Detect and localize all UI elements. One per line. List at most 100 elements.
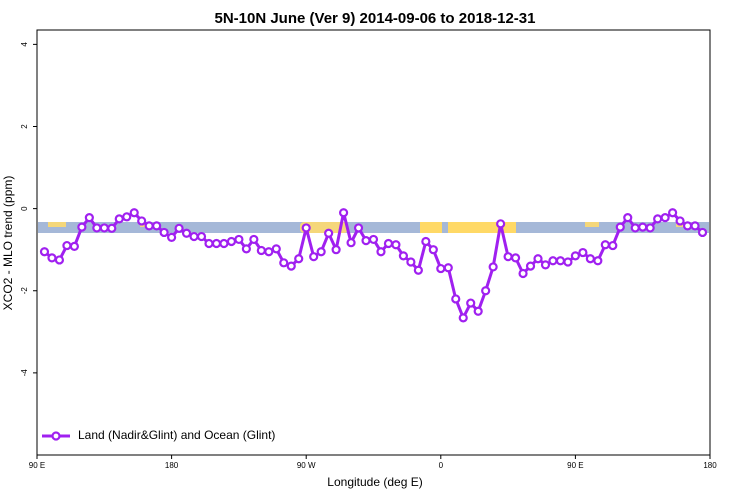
data-point: [99, 223, 109, 233]
data-point: [690, 221, 700, 231]
x-tick-label: 90 W: [297, 461, 316, 470]
data-point: [510, 253, 521, 263]
legend-label: Land (Nadir&Glint) and Ocean (Glint): [78, 428, 275, 442]
data-point: [406, 257, 416, 267]
data-point: [316, 247, 326, 257]
data-point: [615, 222, 625, 232]
data-point: [84, 213, 94, 223]
data-point: [181, 228, 192, 238]
data-point: [249, 234, 259, 245]
data-point: [413, 265, 423, 275]
y-tick-label: 0: [20, 206, 29, 211]
data-point: [638, 222, 648, 232]
data-point: [346, 238, 356, 248]
data-point: [391, 240, 401, 250]
data-point: [331, 245, 341, 255]
data-point: [675, 216, 685, 226]
data-point: [466, 298, 476, 308]
data-point: [226, 236, 237, 247]
data-point: [630, 223, 640, 233]
data-point: [421, 236, 431, 247]
data-point: [525, 261, 536, 271]
data-point: [645, 223, 655, 233]
data-point: [309, 252, 319, 262]
data-point: [548, 256, 558, 266]
y-tick-label: 4: [20, 42, 29, 47]
data-point: [137, 216, 147, 226]
data-point: [496, 219, 506, 229]
data-point: [383, 238, 394, 249]
data-point: [593, 256, 603, 266]
x-tick-label: 90 E: [567, 461, 583, 470]
data-point: [234, 234, 244, 245]
data-point: [473, 306, 483, 316]
data-point: [264, 247, 274, 257]
data-point: [54, 255, 65, 265]
data-point: [144, 221, 154, 231]
data-point: [518, 268, 528, 279]
data-point: [92, 223, 102, 233]
data-point: [77, 222, 87, 232]
data-point: [159, 227, 169, 238]
data-point: [585, 254, 595, 264]
data-point: [69, 241, 79, 252]
legend-marker: [51, 431, 61, 441]
data-point: [122, 212, 132, 222]
data-point: [47, 253, 57, 263]
data-point: [279, 258, 289, 268]
data-point: [114, 214, 124, 224]
data-point: [271, 244, 281, 254]
data-point: [600, 240, 610, 250]
data-point: [540, 260, 551, 270]
data-point: [241, 244, 251, 254]
data-point: [211, 238, 222, 249]
data-point: [39, 247, 50, 257]
data-point: [338, 208, 349, 218]
x-tick-label: 90 E: [29, 461, 45, 470]
data-point: [174, 223, 184, 233]
data-point: [451, 294, 461, 304]
data-point: [428, 245, 438, 255]
data-point: [376, 247, 386, 257]
y-tick-label: -2: [20, 287, 29, 295]
x-tick-label: 0: [439, 461, 444, 470]
data-point: [458, 313, 468, 323]
data-point: [443, 263, 453, 273]
data-point: [682, 221, 693, 231]
data-point: [301, 223, 311, 233]
y-axis-label: XCO2 - MLO trend (ppm): [1, 176, 15, 311]
plot-frame: [36, 29, 711, 456]
data-point: [697, 227, 708, 238]
data-point: [481, 286, 491, 296]
data-point: [129, 208, 139, 218]
data-point: [623, 213, 633, 223]
data-point: [204, 238, 214, 249]
data-point: [503, 252, 513, 262]
data-point: [219, 238, 229, 249]
data-point: [361, 236, 371, 246]
data-point: [256, 245, 266, 256]
data-point: [62, 240, 72, 251]
data-point: [570, 251, 581, 261]
data-point: [555, 256, 566, 266]
data-point: [398, 251, 409, 261]
data-point: [668, 208, 678, 218]
data-point: [286, 261, 296, 271]
data-point: [324, 228, 334, 238]
data-point: [167, 232, 177, 242]
data-point: [294, 254, 304, 264]
data-point: [578, 247, 588, 258]
data-point: [608, 240, 618, 251]
x-tick-label: 180: [165, 461, 179, 470]
data-point: [368, 234, 379, 245]
chart-title: 5N-10N June (Ver 9) 2014-09-06 to 2018-1…: [214, 10, 535, 27]
data-point: [436, 263, 446, 274]
legend: Land (Nadir&Glint) and Ocean (Glint): [42, 428, 275, 442]
data-point: [653, 214, 663, 224]
data-point: [488, 262, 498, 272]
y-tick-label: -4: [20, 369, 29, 377]
data-point: [563, 257, 573, 267]
x-tick-label: 180: [703, 461, 717, 470]
data-point: [152, 221, 162, 231]
